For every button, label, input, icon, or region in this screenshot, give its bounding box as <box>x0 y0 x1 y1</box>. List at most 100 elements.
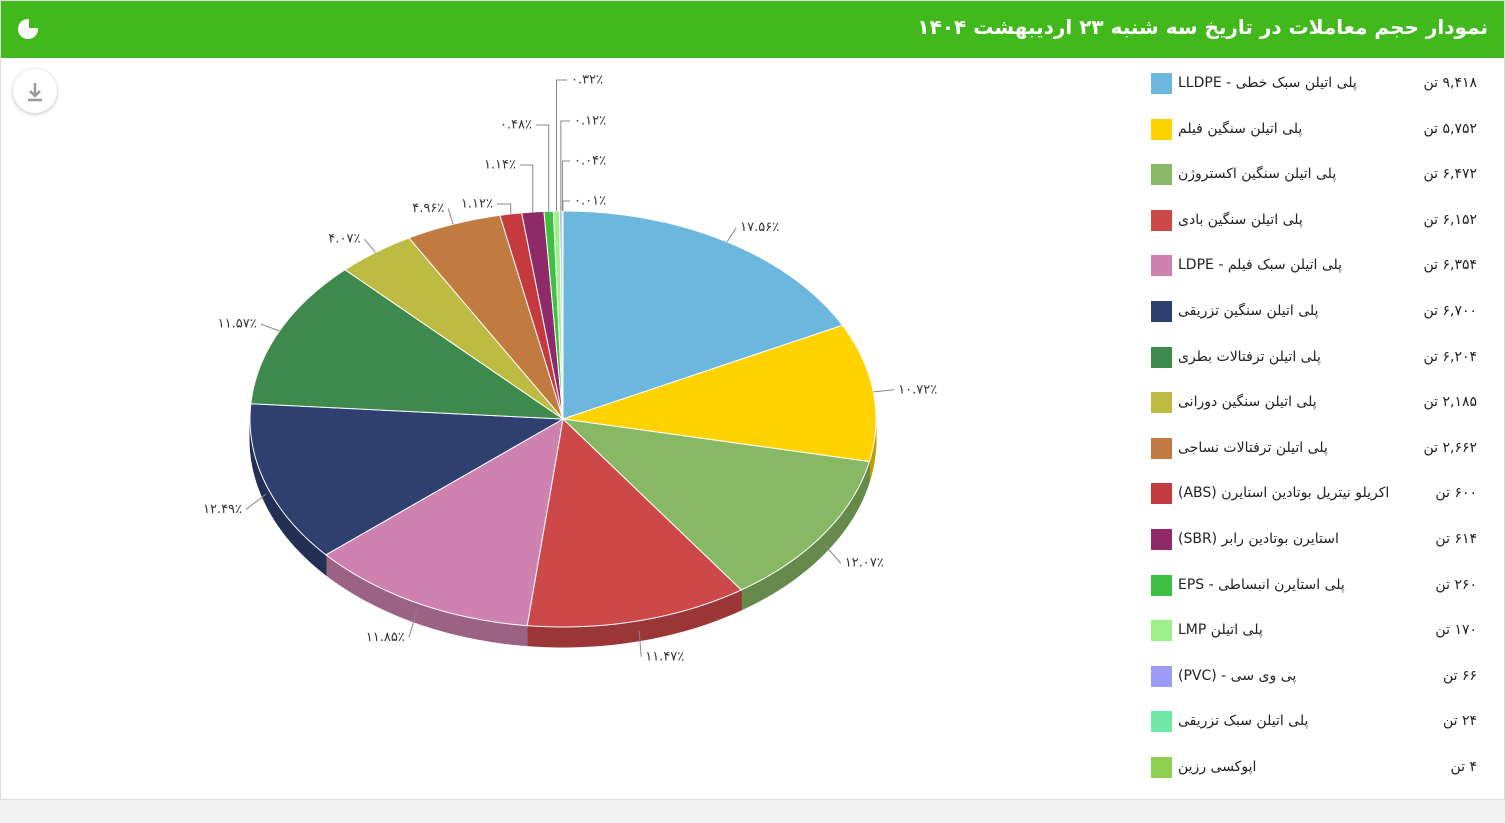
legend-amount: ۲۶۰ تن <box>1435 576 1477 593</box>
leader-line <box>560 120 570 212</box>
pie-icon <box>18 18 39 39</box>
leader-line <box>561 160 570 211</box>
legend-swatch <box>1151 437 1172 459</box>
chart-card: نمودار حجم معاملات در تاریخ سه شنبه ۲۳ ا… <box>0 0 1505 800</box>
legend-item[interactable]: LDPE - پلی اتیلن سبک فیلم ۶,۳۵۴ تن <box>1151 253 1481 299</box>
legend-item[interactable]: پلی اتیلن سنگین دورانی ۲,۱۸۵ تن <box>1151 390 1481 436</box>
legend-amount: ۶۶ تن <box>1442 667 1477 684</box>
data-label: ۱۰.۷۲٪ <box>898 382 937 397</box>
pie-slice <box>499 212 564 420</box>
data-label: ۰.۳۲٪ <box>571 73 603 88</box>
data-label: ۱۱.۵۷٪ <box>218 316 257 331</box>
legend-amount: ۶,۴۷۲ تن <box>1423 166 1477 183</box>
pie-labels: ۱۷.۵۶٪ ۱۰.۷۲٪ ۱۲.۰۷٪ ۱۱.۴۷٪ ۱۱.۸۵٪ ۱۲.۴۹٪ ۱۱.۵… <box>203 73 937 665</box>
legend-label: پلی اتیلن سبک تزریقی <box>1178 713 1309 730</box>
data-label: ۱۱.۸۵٪ <box>366 630 405 645</box>
legend-item[interactable]: (SBR) استایرن بوتادین رابر ۶۱۴ تن <box>1151 527 1481 573</box>
legend-swatch <box>1151 665 1172 687</box>
pie-slices <box>249 210 877 628</box>
legend-swatch <box>1151 346 1172 368</box>
legend-amount: ۱۷۰ تن <box>1435 622 1477 639</box>
pie-slice <box>561 418 871 591</box>
legend-item[interactable]: پلی اتیلن سنگین اکستروژن ۶,۴۷۲ تن <box>1151 162 1481 208</box>
legend-swatch <box>1151 164 1172 186</box>
header: نمودار حجم معاملات در تاریخ سه شنبه ۲۳ ا… <box>1 1 1504 58</box>
legend-swatch <box>1151 73 1172 94</box>
pie-slice <box>521 210 564 420</box>
leader-line <box>873 389 895 393</box>
download-button[interactable] <box>13 69 57 113</box>
legend-swatch <box>1151 711 1172 733</box>
legend-amount: ۵,۷۵۲ تن <box>1423 120 1477 137</box>
chart-title: نمودار حجم معاملات در تاریخ سه شنبه ۲۳ ا… <box>917 15 1488 39</box>
pie-slice <box>562 210 844 420</box>
leader-line <box>536 124 550 212</box>
legend-swatch <box>1151 528 1172 550</box>
legend-item[interactable]: LMP پلی اتیلن ۱۷۰ تن <box>1151 618 1481 664</box>
legend-amount: ۲,۱۸۵ تن <box>1423 394 1477 411</box>
data-label: ۴.۹۶٪ <box>412 201 444 216</box>
leader-line <box>408 612 418 638</box>
legend-amount: ۶,۳۵۴ تن <box>1423 257 1477 274</box>
pie-slice <box>408 214 564 420</box>
legend-amount: ۶,۲۰۴ تن <box>1423 348 1477 365</box>
legend-item[interactable]: (ABS) اکریلو نیتریل بوتادین استایرن ۶۰۰ ت… <box>1151 481 1481 527</box>
legend-label: اپوکسی رزین <box>1178 758 1257 775</box>
legend-swatch <box>1151 483 1172 505</box>
legend-item[interactable]: اپوکسی رزین ۴ تن <box>1151 755 1481 801</box>
legend-amount: ۲۴ تن <box>1442 713 1477 730</box>
leader-line <box>638 630 642 657</box>
data-label: ۰.۱۲٪ <box>574 114 606 129</box>
legend-item[interactable]: پلی اتیلن سبک تزریقی ۲۴ تن <box>1151 709 1481 755</box>
legend-label: LDPE - پلی اتیلن سبک فیلم <box>1178 257 1343 274</box>
leader-line <box>364 238 376 253</box>
pie-chart: ۱۷.۵۶٪ ۱۰.۷۲٪ ۱۲.۰۷٪ ۱۱.۴۷٪ ۱۱.۸۵٪ ۱۲.۴۹٪ ۱۱.۵… <box>203 73 937 665</box>
legend-amount: ۲,۶۶۲ تن <box>1423 439 1477 456</box>
data-label: ۱۱.۴۷٪ <box>645 649 684 664</box>
leader-line <box>562 200 570 211</box>
legend-amount: ۹,۴۱۸ تن <box>1423 75 1477 91</box>
data-label: ۴.۰۷٪ <box>328 232 360 247</box>
data-label: ۱.۱۴٪ <box>484 158 516 173</box>
legend-label: پلی اتیلن سنگین دورانی <box>1178 394 1317 411</box>
legend-item[interactable]: پلی اتیلن سنگین بادی ۶,۱۵۲ تن <box>1151 208 1481 254</box>
legend-amount: ۶۱۴ تن <box>1435 530 1477 547</box>
legend-amount: ۶۰۰ تن <box>1435 485 1477 502</box>
leader-line <box>823 543 842 564</box>
data-label: ۰.۰۱٪ <box>574 194 606 209</box>
legend-item[interactable]: پلی اتیلن ترفتالات نساجی ۲,۶۶۲ تن <box>1151 436 1481 482</box>
pie-slice <box>562 324 877 463</box>
legend-label: پلی اتیلن ترفتالات بطری <box>1178 348 1321 365</box>
data-label: ۱۷.۵۶٪ <box>740 220 779 235</box>
legend-label: (SBR) استایرن بوتادین رابر <box>1178 530 1339 547</box>
legend-item[interactable]: پلی اتیلن سنگین تزریقی ۶,۷۰۰ تن <box>1151 299 1481 345</box>
legend-swatch <box>1151 300 1172 322</box>
leader-line <box>245 493 267 510</box>
leader-line <box>726 227 737 243</box>
leader-line <box>556 79 567 212</box>
legend-label: پلی اتیلن سنگین بادی <box>1178 211 1303 228</box>
pie-slice <box>344 237 564 420</box>
legend-label: LLDPE - پلی اتیلن سبک خطی <box>1178 75 1357 91</box>
legend-label: پلی اتیلن سنگین اکستروژن <box>1178 166 1337 183</box>
legend-swatch <box>1151 118 1172 140</box>
legend-label: پلی اتیلن سنگین تزریقی <box>1178 302 1319 319</box>
data-label: ۱۲.۴۹٪ <box>203 502 242 517</box>
legend-item[interactable]: (PVC) - پی وی سی ۶۶ تن <box>1151 664 1481 710</box>
legend-item[interactable]: پلی اتیلن سنگین فیلم ۵,۷۵۲ تن <box>1151 117 1481 163</box>
legend-item[interactable]: پلی اتیلن ترفتالات بطری ۶,۲۰۴ تن <box>1151 345 1481 391</box>
legend-label: (PVC) - پی وی سی <box>1178 667 1297 684</box>
download-icon <box>28 83 42 102</box>
legend-amount: ۶,۷۰۰ تن <box>1423 302 1477 319</box>
legend-amount: ۶,۱۵۲ تن <box>1423 211 1477 228</box>
legend-label: LMP پلی اتیلن <box>1178 622 1263 639</box>
legend-item[interactable]: EPS - پلی استایرن انبساطی ۲۶۰ تن <box>1151 573 1481 619</box>
pie-slice <box>325 418 564 627</box>
legend-swatch <box>1151 620 1172 642</box>
legend-label: EPS - پلی استایرن انبساطی <box>1178 576 1345 593</box>
legend-label: (ABS) اکریلو نیتریل بوتادین استایرن <box>1178 485 1390 502</box>
legend-label: پلی اتیلن ترفتالات نساجی <box>1178 439 1328 456</box>
pie-slice <box>526 417 743 628</box>
legend-item[interactable]: LLDPE - پلی اتیلن سبک خطی ۹,۴۱۸ تن <box>1151 71 1481 117</box>
